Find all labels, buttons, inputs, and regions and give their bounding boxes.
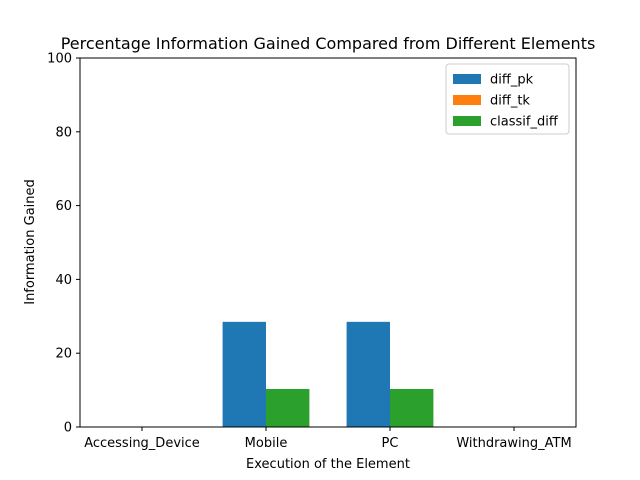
y-tick-label: 80 <box>55 125 72 140</box>
legend-swatch-classif_diff <box>453 116 481 126</box>
x-axis-label: Execution of the Element <box>246 457 410 472</box>
x-tick-label: Withdrawing_ATM <box>456 436 571 451</box>
y-tick-label: 100 <box>47 52 72 67</box>
y-axis-label: Information Gained <box>23 179 38 305</box>
plot-area <box>222 321 434 427</box>
x-tick-label: Mobile <box>245 436 288 451</box>
bar-diff_pk-PC <box>346 321 390 427</box>
legend: diff_pk diff_tk classif_diff <box>445 63 570 135</box>
x-tick-label: PC <box>382 436 399 451</box>
legend-swatch-diff_pk <box>453 74 481 84</box>
bar-classif_diff-Mobile <box>266 388 310 427</box>
y-axis: 0 20 40 60 80 100 <box>47 52 80 436</box>
y-tick-label: 40 <box>55 273 72 288</box>
legend-label-diff_pk: diff_pk <box>490 73 534 88</box>
legend-label-classif_diff: classif_diff <box>490 115 559 130</box>
legend-swatch-diff_tk <box>453 95 481 105</box>
bar-diff_pk-Mobile <box>222 321 266 427</box>
bar-classif_diff-PC <box>390 388 434 427</box>
legend-label-diff_tk: diff_tk <box>490 94 530 109</box>
x-tick-label: Accessing_Device <box>84 436 200 451</box>
axes-frame <box>79 57 577 428</box>
y-tick-label: 60 <box>55 199 72 214</box>
y-tick-label: 20 <box>55 347 72 362</box>
x-axis: Accessing_Device Mobile PC Withdrawing_ATM <box>84 427 572 451</box>
y-tick-label: 0 <box>64 421 72 436</box>
chart-title: Percentage Information Gained Compared f… <box>61 34 596 53</box>
